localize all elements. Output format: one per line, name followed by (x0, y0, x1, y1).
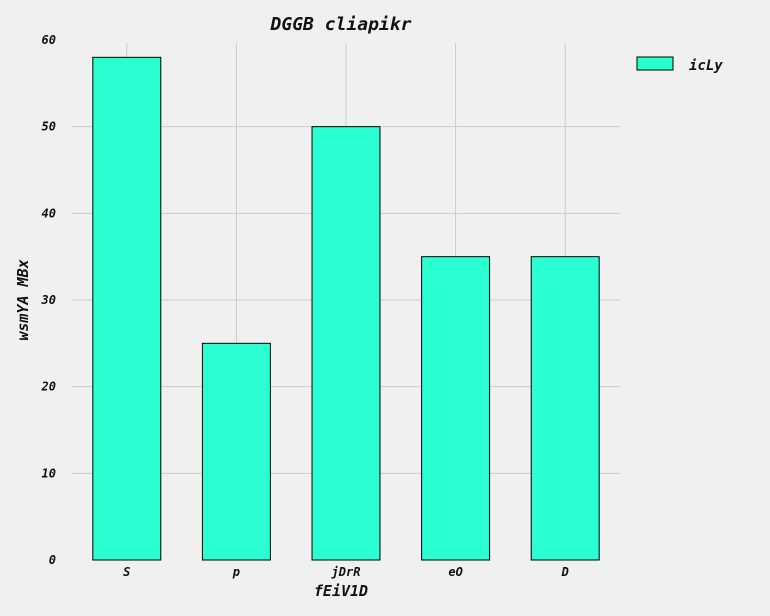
legend: icLy (636, 56, 723, 74)
chart-title: DGGB cliapikr (270, 14, 412, 35)
y-axis-label: wsmYA MBx (14, 259, 32, 340)
x-tick-label: D (561, 565, 569, 579)
y-axis-ticks: 0 10 20 30 40 50 60 (41, 33, 56, 567)
bar-S (92, 56, 162, 561)
bar-D (530, 256, 600, 561)
x-tick-label: eO (448, 565, 462, 579)
y-tick-label: 0 (49, 553, 56, 567)
x-tick-label: p (232, 565, 240, 579)
bar-jDrR (311, 126, 381, 561)
x-axis-label: fEiV1D (314, 582, 368, 600)
y-tick-label: 10 (42, 466, 56, 480)
y-tick-label: 40 (42, 206, 56, 220)
legend-label-icLy: icLy (689, 58, 723, 74)
x-tick-label: S (123, 565, 130, 579)
bar-eO (421, 256, 491, 561)
legend-swatch-icLy (636, 56, 674, 71)
y-tick-label: 60 (42, 33, 56, 47)
bar-p (201, 342, 271, 561)
bars (92, 56, 600, 561)
y-tick-label: 20 (41, 380, 56, 394)
y-tick-label: 30 (41, 293, 56, 307)
x-tick-label: jDrR (331, 565, 361, 579)
y-tick-label: 50 (42, 120, 56, 134)
